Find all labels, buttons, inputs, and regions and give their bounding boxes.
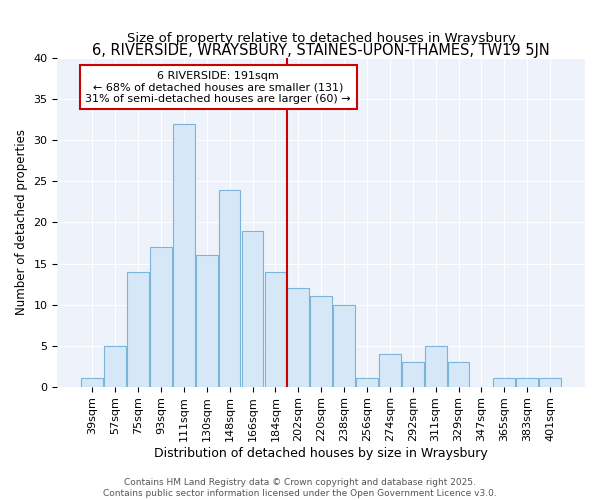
Bar (379, 354, 401, 386)
Bar (356, 378, 378, 386)
Bar (402, 362, 424, 386)
Text: Contains HM Land Registry data © Crown copyright and database right 2025.
Contai: Contains HM Land Registry data © Crown c… (103, 478, 497, 498)
Bar (104, 346, 126, 387)
Bar (173, 124, 195, 386)
Bar (82, 378, 103, 386)
Bar (127, 272, 149, 386)
Bar (287, 288, 309, 386)
Text: Size of property relative to detached houses in Wraysbury: Size of property relative to detached ho… (127, 32, 515, 46)
Bar (333, 304, 355, 386)
Bar (448, 362, 469, 386)
Bar (539, 378, 561, 386)
Bar (219, 190, 241, 386)
X-axis label: Distribution of detached houses by size in Wraysbury: Distribution of detached houses by size … (154, 447, 488, 460)
Bar (196, 256, 218, 386)
Bar (425, 346, 446, 387)
Bar (310, 296, 332, 386)
Bar (517, 378, 538, 386)
Title: 6, RIVERSIDE, WRAYSBURY, STAINES-UPON-THAMES, TW19 5JN: 6, RIVERSIDE, WRAYSBURY, STAINES-UPON-TH… (92, 44, 550, 59)
Bar (265, 272, 286, 386)
Bar (242, 230, 263, 386)
Y-axis label: Number of detached properties: Number of detached properties (15, 130, 28, 316)
Text: 6 RIVERSIDE: 191sqm
← 68% of detached houses are smaller (131)
31% of semi-detac: 6 RIVERSIDE: 191sqm ← 68% of detached ho… (85, 70, 351, 104)
Bar (493, 378, 515, 386)
Bar (150, 247, 172, 386)
